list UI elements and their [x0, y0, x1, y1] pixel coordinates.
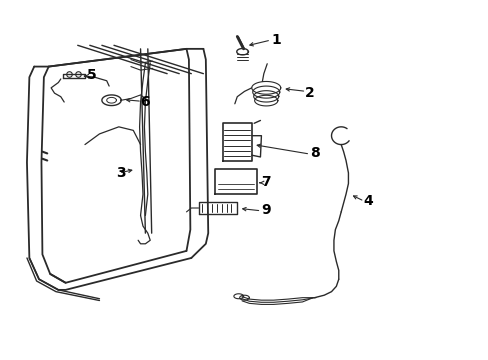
Text: 3: 3 — [116, 166, 126, 180]
Text: 6: 6 — [140, 95, 150, 109]
Text: 7: 7 — [261, 175, 270, 189]
Text: 4: 4 — [362, 194, 372, 208]
Text: 8: 8 — [309, 147, 319, 161]
Text: 9: 9 — [261, 203, 270, 217]
Text: 5: 5 — [87, 68, 97, 82]
Text: 1: 1 — [270, 33, 280, 47]
Text: 2: 2 — [304, 86, 314, 100]
